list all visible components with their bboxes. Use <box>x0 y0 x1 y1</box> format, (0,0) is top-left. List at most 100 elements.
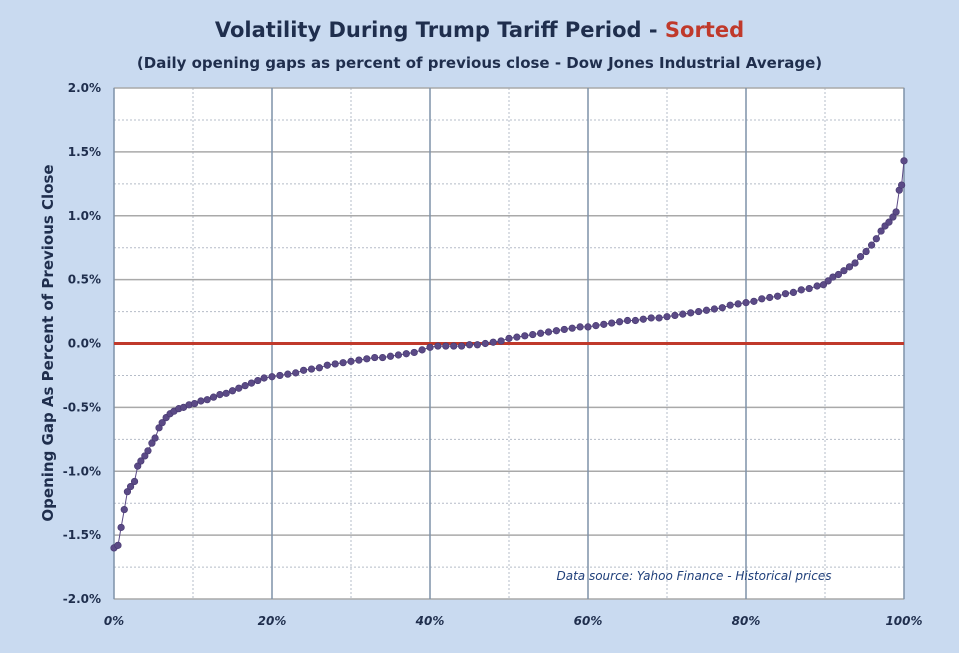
data-point <box>126 482 135 491</box>
data-point <box>623 316 632 325</box>
data-point <box>117 523 125 532</box>
data-point <box>900 157 908 165</box>
data-point <box>323 361 331 369</box>
data-point <box>600 320 608 328</box>
y-tick-label: 0.5% <box>68 273 101 287</box>
data-point <box>552 327 561 335</box>
data-point <box>300 366 308 374</box>
data-point <box>773 292 782 300</box>
data-point <box>718 304 726 312</box>
data-point <box>247 379 256 387</box>
data-point <box>481 339 489 348</box>
data-point <box>851 259 859 267</box>
data-point <box>529 330 537 339</box>
data-point <box>260 374 268 382</box>
data-point <box>758 295 766 303</box>
data-point <box>394 351 403 359</box>
data-point <box>505 334 513 342</box>
chart-subtitle: (Daily opening gaps as percent of previo… <box>136 54 823 72</box>
data-point <box>418 346 426 354</box>
data-point <box>663 313 671 321</box>
data-point <box>710 305 719 313</box>
data-point <box>158 419 166 427</box>
data-point <box>639 315 647 323</box>
data-point <box>347 357 355 365</box>
data-point <box>458 342 466 350</box>
data-point <box>402 350 410 358</box>
data-point <box>442 342 450 350</box>
data-point <box>151 434 159 442</box>
data-point <box>726 301 734 309</box>
data-point <box>856 253 865 261</box>
data-point <box>268 373 276 381</box>
data-point <box>203 396 211 404</box>
data-point <box>513 333 521 341</box>
data-point <box>631 316 640 325</box>
data-point <box>750 297 758 305</box>
data-point <box>141 452 149 460</box>
y-tick-label: -1.0% <box>63 464 101 478</box>
data-point <box>797 286 805 294</box>
data-point <box>235 384 243 392</box>
x-tick-label: 20% <box>258 614 287 628</box>
data-point <box>379 353 387 362</box>
x-tick-label: 100% <box>885 614 922 628</box>
data-point <box>766 293 774 302</box>
y-tick-label: 0.0% <box>68 337 101 351</box>
data-point <box>489 338 497 346</box>
data-point <box>209 393 218 401</box>
data-point <box>789 288 798 297</box>
source-note: Data source: Yahoo Finance - Historical … <box>556 569 831 583</box>
data-point <box>450 342 458 350</box>
data-point <box>339 359 347 367</box>
data-point <box>694 307 703 316</box>
data-point <box>892 208 900 216</box>
y-tick-label: 1.0% <box>68 209 101 223</box>
data-point <box>497 337 505 345</box>
data-point <box>130 477 139 486</box>
data-point <box>228 387 237 395</box>
data-point <box>190 399 199 408</box>
y-tick-label: -1.5% <box>63 528 101 542</box>
data-point <box>889 213 897 221</box>
data-point <box>315 364 324 372</box>
data-point <box>148 439 156 447</box>
data-point <box>386 352 395 360</box>
chart-title: Volatility During Trump Tariff Period - … <box>0 18 959 42</box>
x-tick-label: 60% <box>574 614 603 628</box>
data-point <box>868 241 876 249</box>
data-point <box>434 342 442 350</box>
data-point <box>144 447 152 455</box>
data-point <box>134 462 142 470</box>
data-point <box>114 541 122 549</box>
data-point <box>885 218 893 226</box>
data-series <box>110 157 908 552</box>
x-tick-label: 0% <box>104 614 124 628</box>
data-point <box>647 314 655 322</box>
data-point <box>872 235 880 243</box>
y-tick-label: 2.0% <box>68 81 101 95</box>
data-point <box>560 325 568 334</box>
data-point <box>521 332 529 340</box>
data-point <box>584 323 592 331</box>
data-point <box>544 328 553 336</box>
x-tick-label: 40% <box>415 614 445 628</box>
data-point <box>536 329 545 337</box>
data-point <box>355 356 363 364</box>
data-point <box>898 181 906 189</box>
x-tick-labels: 0% 20% 40% 60% 80% 100% <box>104 614 923 628</box>
chart-title-main: Volatility During Trump Tariff Period - <box>214 18 665 42</box>
data-point <box>465 341 474 349</box>
data-point <box>254 376 262 385</box>
data-point <box>840 267 848 275</box>
data-point <box>307 365 316 373</box>
data-point <box>331 360 339 368</box>
data-point <box>702 306 711 314</box>
data-point <box>222 389 230 397</box>
data-point <box>615 318 624 326</box>
data-point <box>216 391 224 399</box>
x-tick-label: 80% <box>732 614 761 628</box>
data-point <box>781 290 790 298</box>
data-point <box>608 319 616 327</box>
